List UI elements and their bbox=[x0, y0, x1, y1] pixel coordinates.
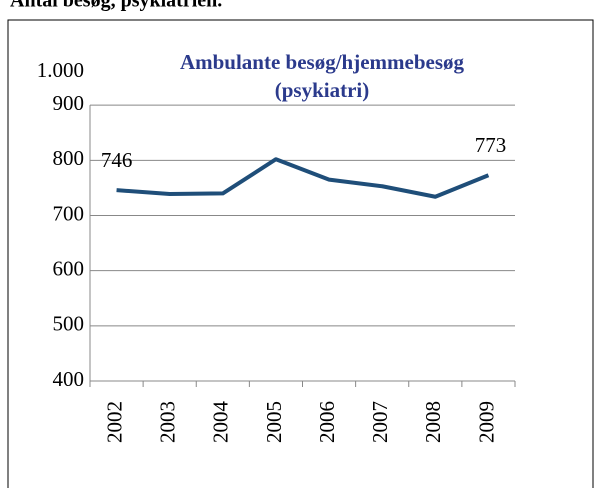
data-label: 773 bbox=[475, 133, 507, 157]
y-tick-label: 900 bbox=[53, 91, 85, 115]
y-tick-label: 600 bbox=[53, 256, 85, 280]
x-tick-label: 2003 bbox=[156, 401, 180, 443]
chart-frame bbox=[7, 19, 594, 488]
x-tick-label: 2008 bbox=[421, 401, 445, 443]
header-title: Antal besøg, psykiatrien. bbox=[10, 0, 222, 12]
y-tick-label: 500 bbox=[53, 312, 85, 336]
x-tick-label: 2005 bbox=[262, 401, 286, 443]
x-tick-label: 2009 bbox=[474, 401, 498, 443]
y-tick-label: 800 bbox=[53, 146, 85, 170]
chart-title: (psykiatri) bbox=[275, 78, 370, 102]
data-label: 746 bbox=[101, 148, 133, 172]
line-series bbox=[116, 157, 490, 199]
y-tick-label: 1.000 bbox=[37, 58, 84, 82]
x-tick-label: 2007 bbox=[368, 401, 392, 443]
y-tick-label: 700 bbox=[53, 201, 85, 225]
x-tick-label: 2002 bbox=[102, 401, 126, 443]
x-tick-label: 2006 bbox=[315, 401, 339, 443]
x-tick-label: 2004 bbox=[209, 401, 233, 444]
y-tick-label: 400 bbox=[53, 367, 85, 391]
chart-title: Ambulante besøg/hjemmebesøg bbox=[180, 50, 465, 74]
